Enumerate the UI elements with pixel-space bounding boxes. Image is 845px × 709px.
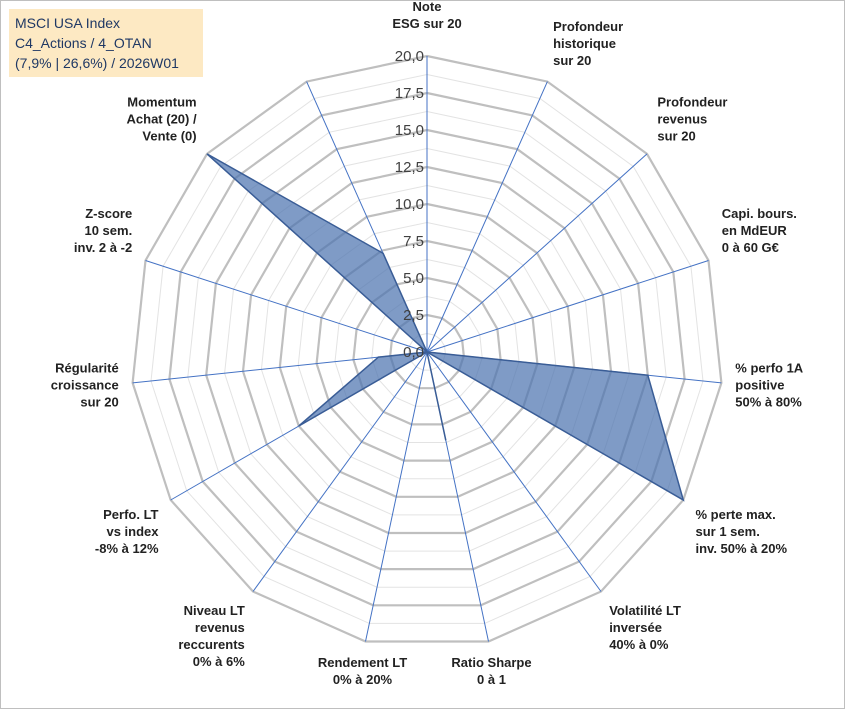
axis-label: Z-score: [85, 206, 132, 221]
axis-label: inv. 50% à 20%: [696, 541, 788, 556]
grid-ring-major: [278, 202, 576, 498]
grid-ring-major: [389, 313, 465, 390]
axis-spoke: [426, 81, 548, 353]
grid-ring-major: [131, 54, 723, 643]
axis-label: vs index: [106, 524, 159, 539]
axis-label: revenus: [195, 620, 245, 635]
axis-label: -8% à 12%: [95, 541, 159, 556]
axis-label: % perfo 1A: [735, 360, 804, 375]
axis-label: 0% à 20%: [333, 672, 393, 687]
header-line-1: MSCI USA Index: [15, 15, 121, 31]
tick-label: 7,5: [403, 233, 424, 250]
axis-label: 0% à 6%: [193, 654, 245, 669]
grid-ring-minor: [224, 147, 630, 552]
axis-label: Note: [413, 0, 442, 14]
axis-label: 0 à 60 G€: [722, 240, 779, 255]
axis-label: Régularité: [55, 360, 119, 375]
axis-spoke: [426, 153, 648, 353]
axis-spoke: [365, 351, 428, 642]
axis-spoke: [252, 351, 428, 592]
grid-ring-major: [205, 128, 649, 571]
grid-ring-minor: [334, 258, 520, 443]
tick-label: 10,0: [395, 196, 424, 213]
axis-label: revenus: [657, 112, 707, 127]
axis-label: positive: [735, 377, 784, 392]
axis-label: sur 20: [553, 53, 591, 68]
axis-label: inv. 2 à -2: [74, 240, 132, 255]
axis-label: Ratio Sharpe: [451, 655, 531, 670]
axis-label: reccurents: [178, 637, 244, 652]
grid-ring-major: [168, 91, 686, 607]
data-series-area: [206, 153, 685, 502]
axis-label: % perte max.: [696, 507, 776, 522]
axis-label: inversée: [609, 620, 662, 635]
tick-label: 0,0: [403, 344, 424, 361]
header-line-3: (7,9% | 26,6%) / 2026W01: [15, 55, 179, 71]
axis-label: Momentum: [127, 95, 196, 110]
axis-label: 40% à 0%: [609, 637, 669, 652]
grid-ring-minor: [371, 295, 483, 407]
axis-label: croissance: [51, 377, 119, 392]
tick-label: 20,0: [395, 48, 424, 65]
axis-label: Profondeur: [657, 95, 727, 110]
grid-ring-minor: [260, 184, 594, 516]
axis-label: Vente (0): [142, 129, 196, 144]
axis-label: Capi. bours.: [722, 206, 797, 221]
grid-ring-major: [241, 165, 613, 535]
tick-label: 5,0: [403, 270, 424, 287]
axis-label: Profondeur: [553, 19, 623, 34]
grid-ring-major: [352, 276, 502, 426]
grid-ring-major: [315, 239, 539, 462]
grid-ring-minor: [187, 110, 667, 588]
axis-label: 50% à 80%: [735, 394, 802, 409]
axis-label: 10 sem.: [84, 223, 132, 238]
axis-label: en MdEUR: [722, 223, 788, 238]
tick-label: 12,5: [395, 159, 424, 176]
grid-ring-minor: [297, 221, 557, 480]
axis-spoke: [426, 260, 709, 353]
axis-label: sur 1 sem.: [696, 524, 760, 539]
axis-label: Rendement LT: [318, 655, 407, 670]
tick-label: 2,5: [403, 307, 424, 324]
tick-label: 15,0: [395, 122, 424, 139]
axis-label: historique: [553, 36, 616, 51]
chart-header-box: MSCI USA Index C4_Actions / 4_OTAN (7,9%…: [9, 9, 203, 77]
axis-label: Perfo. LT: [103, 507, 158, 522]
axis-label: sur 20: [657, 129, 695, 144]
axis-label: Volatilité LT: [609, 603, 681, 618]
header-line-2: C4_Actions / 4_OTAN: [15, 35, 152, 51]
axis-label: 0 à 1: [477, 672, 506, 687]
tick-label: 17,5: [395, 85, 424, 102]
axis-spoke: [145, 260, 428, 353]
grid-ring-minor: [150, 73, 704, 624]
axis-label: Achat (20) /: [127, 112, 197, 127]
axis-spoke: [426, 351, 602, 592]
axis-label: Niveau LT: [184, 603, 245, 618]
axis-label: ESG sur 20: [392, 16, 461, 31]
grid-ring-minor: [408, 332, 446, 371]
axis-label: sur 20: [80, 394, 118, 409]
